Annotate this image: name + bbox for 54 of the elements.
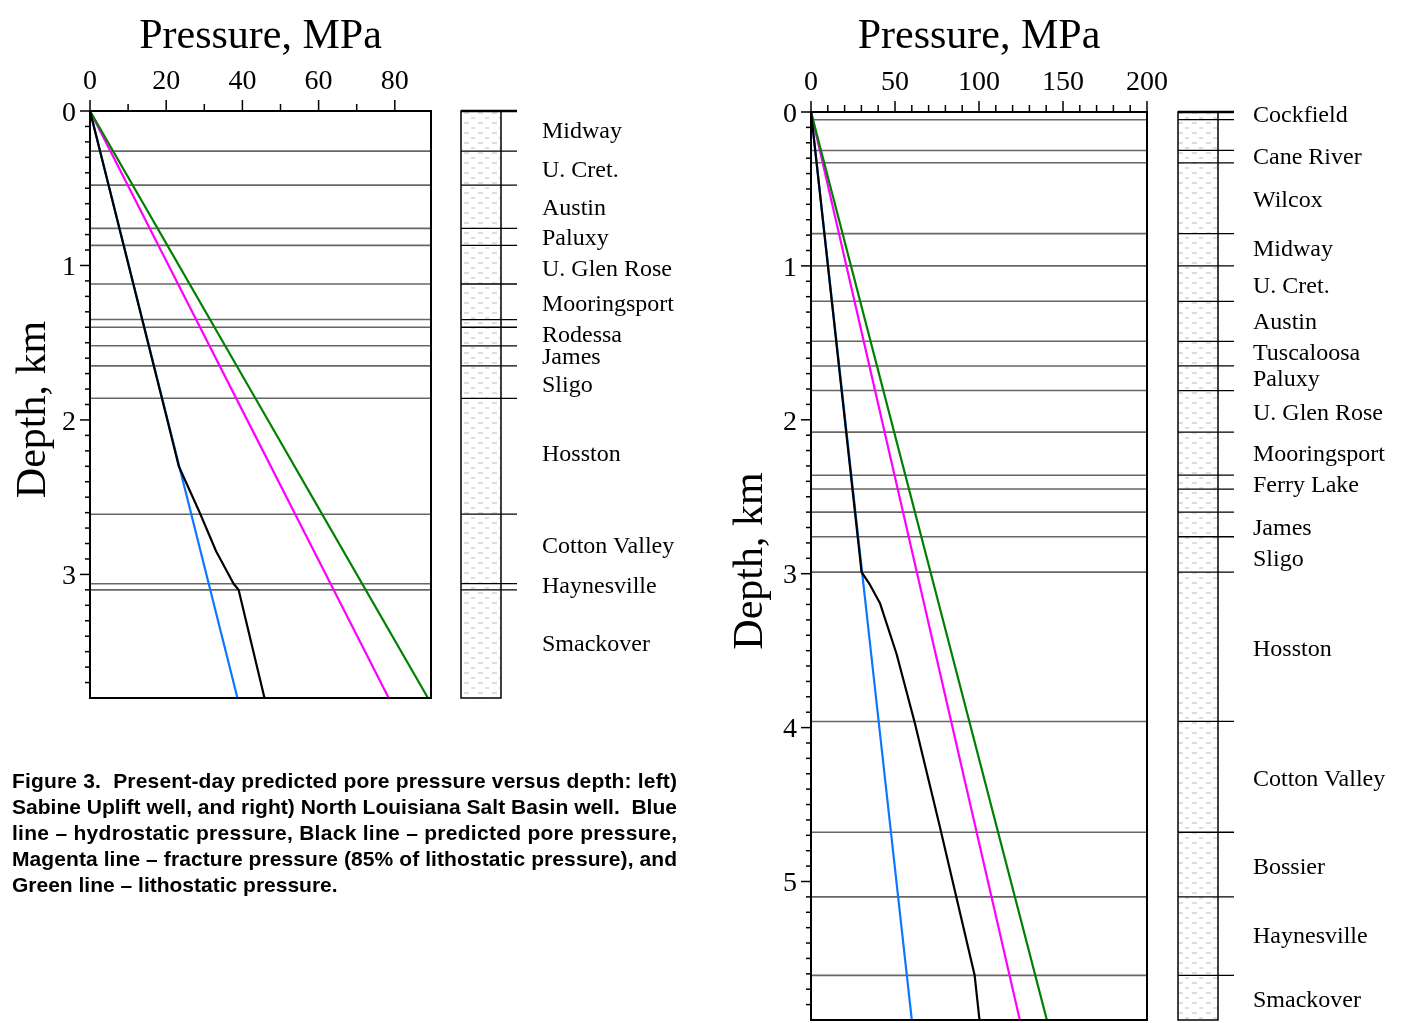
y-tick-label: 5 xyxy=(783,866,797,898)
y-tick-label: 3 xyxy=(783,558,797,590)
text: Mooringsport xyxy=(542,290,675,317)
text: Austin xyxy=(542,194,607,221)
text: Cane River xyxy=(1253,143,1362,170)
text: Wilcox xyxy=(1253,186,1323,213)
text: Haynesville xyxy=(542,572,657,599)
x-axis-title: Pressure, MPa xyxy=(139,11,383,57)
y-tick-label: 2 xyxy=(783,404,797,436)
text: U. Cret. xyxy=(542,156,619,183)
y-tick-label: 1 xyxy=(62,250,76,282)
text: Haynesville xyxy=(1253,922,1368,949)
text: Bossier xyxy=(1253,853,1326,880)
text: U. Glen Rose xyxy=(1253,399,1383,426)
x-tick-label: 150 xyxy=(1042,65,1084,96)
x-tick-label: 200 xyxy=(1126,65,1168,96)
y-tick-label: 0 xyxy=(62,95,76,127)
x-tick-label: 50 xyxy=(881,65,909,96)
x-axis-title: Pressure, MPa xyxy=(857,11,1101,57)
text: Cotton Valley xyxy=(1253,765,1386,792)
y-tick-label: 1 xyxy=(783,250,797,282)
text: Hosston xyxy=(1253,635,1332,662)
x-tick-label: 0 xyxy=(804,65,818,96)
text: Hosston xyxy=(542,440,621,467)
text: Midway xyxy=(542,117,622,144)
text: U. Glen Rose xyxy=(542,255,672,282)
text: U. Cret. xyxy=(1253,272,1330,299)
text: Midway xyxy=(1253,235,1333,262)
text: Sligo xyxy=(542,371,593,398)
x-tick-label: 0 xyxy=(83,64,97,95)
x-tick-label: 80 xyxy=(380,64,409,95)
text: Smackover xyxy=(542,630,650,657)
text: James xyxy=(1253,514,1312,541)
text: Tuscaloosa xyxy=(1253,339,1361,366)
y-tick-label: 4 xyxy=(783,712,797,744)
x-tick-label: 100 xyxy=(958,65,1000,96)
text: Paluxy xyxy=(542,224,609,251)
text: Austin xyxy=(1253,308,1318,335)
text: Ferry Lake xyxy=(1253,471,1359,498)
text: Cockfield xyxy=(1253,101,1348,128)
text: Smackover xyxy=(1253,986,1361,1013)
y-axis-title: Depth, km xyxy=(725,472,771,650)
text: Mooringsport xyxy=(1253,440,1386,467)
y-tick-label: 0 xyxy=(783,96,797,128)
x-tick-label: 40 xyxy=(228,64,257,95)
text: Sligo xyxy=(1253,545,1304,572)
x-tick-label: 20 xyxy=(152,64,181,95)
text: Cotton Valley xyxy=(542,532,675,559)
y-tick-label: 2 xyxy=(62,404,76,436)
y-axis-title: Depth, km xyxy=(8,320,54,499)
y-tick-label: 3 xyxy=(62,559,76,591)
text: Paluxy xyxy=(1253,365,1320,392)
caption: Figure 3. Present-day predicted pore pressure versus depth: left) Sabine Uplift well, and right) North Louisiana Salt Basin well. Blue line – hydrostatic pressure, Black line – predicted pore pressure, Magenta line – fracture pressure (85% of lithostatic pressure), and Green line – lithostatic pressure. xyxy=(12,769,677,896)
x-tick-label: 60 xyxy=(304,64,333,95)
